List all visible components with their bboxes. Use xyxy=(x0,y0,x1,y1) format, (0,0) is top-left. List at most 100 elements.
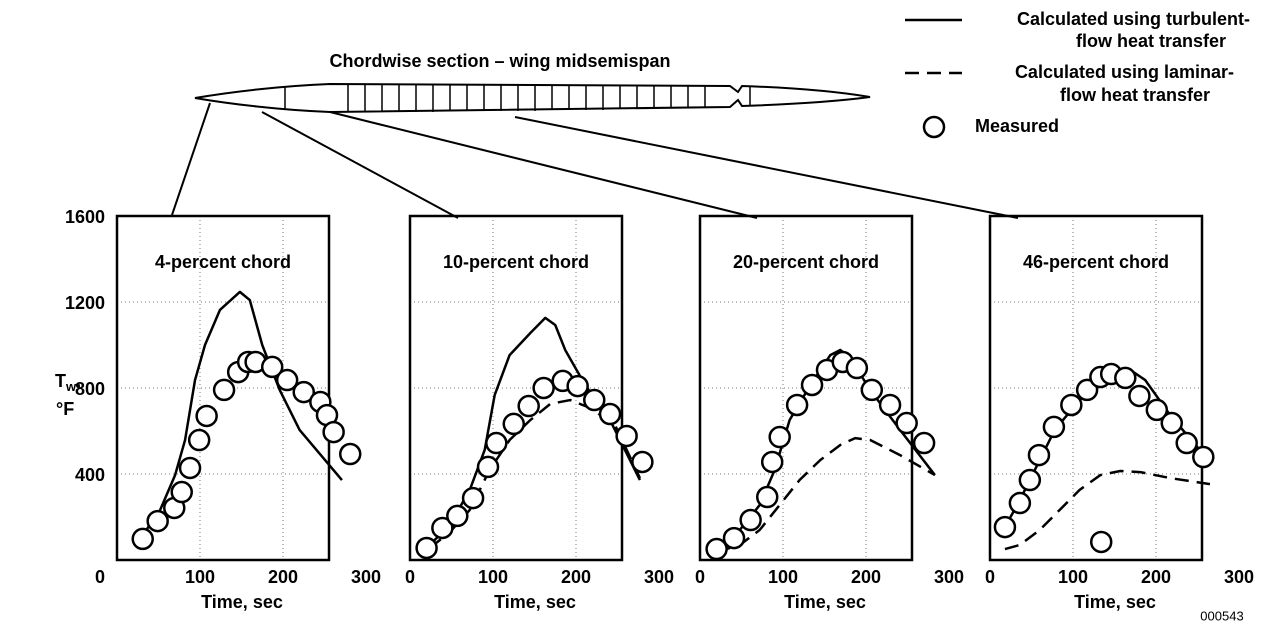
data-point xyxy=(1160,411,1184,435)
data-point xyxy=(322,420,345,444)
data-point xyxy=(1145,398,1169,422)
data-point xyxy=(878,393,902,417)
legend-marker xyxy=(922,115,946,139)
data-point xyxy=(760,450,784,474)
x-axis-label: Time, sec xyxy=(784,592,866,612)
x-tick-label: 0 xyxy=(985,567,995,587)
y-label-suffix: , xyxy=(76,371,81,391)
x-tick-label: 200 xyxy=(851,567,881,587)
data-point xyxy=(1175,431,1198,455)
x-tick-label: 100 xyxy=(478,567,508,587)
data-point xyxy=(598,402,622,426)
data-point xyxy=(739,508,762,532)
data-point xyxy=(532,376,555,400)
data-point xyxy=(800,373,824,397)
dashed-line xyxy=(1004,469,1211,551)
x-tick-label: 100 xyxy=(1058,567,1088,587)
data-point xyxy=(292,380,315,404)
data-point xyxy=(338,442,362,466)
plot-frame xyxy=(115,214,331,562)
legend-label: Measured xyxy=(975,116,1059,136)
legend-label: flow heat transfer xyxy=(1060,85,1210,105)
y-tick-label: 400 xyxy=(75,465,105,485)
data-point xyxy=(146,509,169,533)
x-tick-label: 100 xyxy=(185,567,215,587)
panel: 0 100 200 300 46-percent chord Time, sec xyxy=(985,214,1254,612)
data-point xyxy=(755,485,779,509)
data-point xyxy=(260,355,284,379)
x-tick-label: 200 xyxy=(1141,567,1171,587)
data-point xyxy=(615,424,638,448)
x-tick-label: 0 xyxy=(695,567,705,587)
data-point xyxy=(705,537,728,561)
data-point xyxy=(195,404,218,428)
y-tick-label: 1200 xyxy=(65,293,105,313)
data-point xyxy=(178,456,202,480)
legend-label: Calculated using laminar- xyxy=(1015,62,1234,82)
x-tick-label: 200 xyxy=(268,567,298,587)
data-point xyxy=(461,486,485,510)
plot-frame xyxy=(698,214,914,562)
y-label-main: T xyxy=(55,371,66,391)
data-point xyxy=(1008,491,1032,515)
data-point xyxy=(1060,393,1083,417)
y-tick-label: 0 xyxy=(95,567,105,587)
x-axis-label: Time, sec xyxy=(201,592,283,612)
legend-label: flow heat transfer xyxy=(1076,31,1226,51)
x-tick-label: 300 xyxy=(934,567,964,587)
data-point xyxy=(1128,384,1151,408)
y-tick-label: 800 xyxy=(75,379,105,399)
data-point xyxy=(415,536,438,560)
data-point xyxy=(502,412,525,436)
y-axis-label: Tw, xyxy=(55,371,81,395)
x-tick-label: 300 xyxy=(1224,567,1254,587)
data-point xyxy=(583,388,606,412)
x-axis-label: Time, sec xyxy=(494,592,576,612)
data-point xyxy=(212,378,236,402)
x-tick-label: 100 xyxy=(768,567,798,587)
data-point xyxy=(485,431,508,455)
solid-line xyxy=(141,290,343,536)
data-point xyxy=(785,393,809,417)
plot-frame xyxy=(988,214,1204,562)
data-point xyxy=(1027,443,1051,467)
wing-diagram xyxy=(171,82,1019,219)
x-tick-label: 200 xyxy=(561,567,591,587)
wing-label: Chordwise section – wing midsemispan xyxy=(329,51,670,71)
data-point xyxy=(1114,366,1137,390)
x-tick-label: 300 xyxy=(351,567,381,587)
panel: 0 400 800 1200 1600 100 200 300 4-percent chord T… xyxy=(65,207,381,612)
data-point xyxy=(431,516,454,540)
legend-label: Calculated using turbulent- xyxy=(1017,9,1250,29)
data-point xyxy=(476,455,500,479)
data-point xyxy=(1089,530,1113,554)
data-point xyxy=(631,450,654,474)
data-point xyxy=(170,480,193,504)
data-point xyxy=(131,527,154,551)
x-axis-label: Time, sec xyxy=(1074,592,1156,612)
data-point xyxy=(845,356,869,380)
panel-title: 4-percent chord xyxy=(155,252,291,272)
panel-title: 20-percent chord xyxy=(733,252,879,272)
y-tick-label: 1600 xyxy=(65,207,105,227)
panel: 0 100 200 300 20-percent chord Time, sec xyxy=(695,214,964,612)
x-tick-label: 0 xyxy=(405,567,415,587)
x-tick-label: 300 xyxy=(644,567,674,587)
y-label-sub: w xyxy=(65,379,77,394)
data-point xyxy=(1042,415,1066,439)
data-point xyxy=(1075,378,1099,402)
figure-number: 000543 xyxy=(1200,608,1243,623)
y-axis-unit: °F xyxy=(56,399,74,419)
data-point xyxy=(1192,445,1215,469)
panel-title: 10-percent chord xyxy=(443,252,589,272)
data-point xyxy=(722,526,746,550)
data-point xyxy=(517,394,540,418)
data-point xyxy=(993,515,1017,539)
data-point xyxy=(566,374,589,398)
data-point xyxy=(1018,468,1042,492)
panel-title: 46-percent chord xyxy=(1023,252,1169,272)
data-point xyxy=(895,411,918,435)
data-point xyxy=(446,504,469,528)
data-point xyxy=(275,368,299,392)
